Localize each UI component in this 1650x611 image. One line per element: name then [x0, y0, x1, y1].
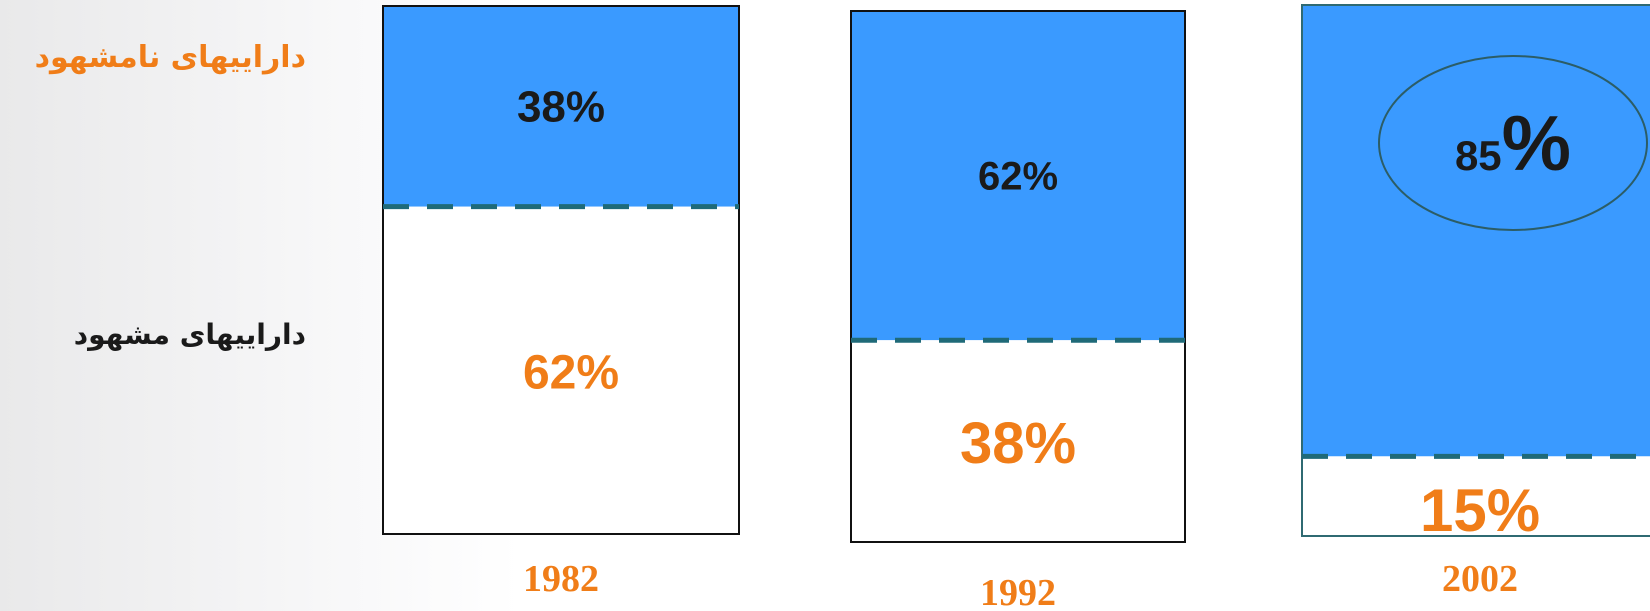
highlight-ellipse	[1378, 55, 1648, 231]
bar-segment-intangible-1992	[851, 11, 1185, 341]
value-label-tangible-2002: 15%	[1420, 477, 1540, 544]
legend-label-intangible: داراییهای نامشهود	[34, 40, 306, 75]
value-label-tangible-1992: 38%	[960, 411, 1076, 476]
value-label-intangible-1992: 62%	[978, 155, 1058, 199]
legend-label-tangible: داراییهای مشهود	[73, 318, 306, 351]
bar-frame-2002	[1301, 4, 1650, 537]
value-label-tangible-1982: 62%	[523, 347, 619, 400]
bar-frame-1992	[850, 10, 1186, 543]
value-label-intangible-1982: 38%	[517, 83, 605, 132]
year-label-2002: 2002	[1442, 558, 1518, 600]
year-label-1992: 1992	[980, 572, 1056, 611]
bar-segment-tangible-2002	[1302, 456, 1650, 536]
bar-segment-tangible-1982	[383, 206, 739, 534]
bar-segment-intangible-2002	[1302, 5, 1650, 457]
bar-segment-intangible-1982	[383, 6, 739, 207]
bar-segment-tangible-1992	[851, 340, 1185, 542]
value-label-intangible-2002: 85%	[1455, 99, 1571, 187]
year-label-1982: 1982	[523, 558, 599, 600]
bar-frame-1982	[382, 5, 740, 535]
